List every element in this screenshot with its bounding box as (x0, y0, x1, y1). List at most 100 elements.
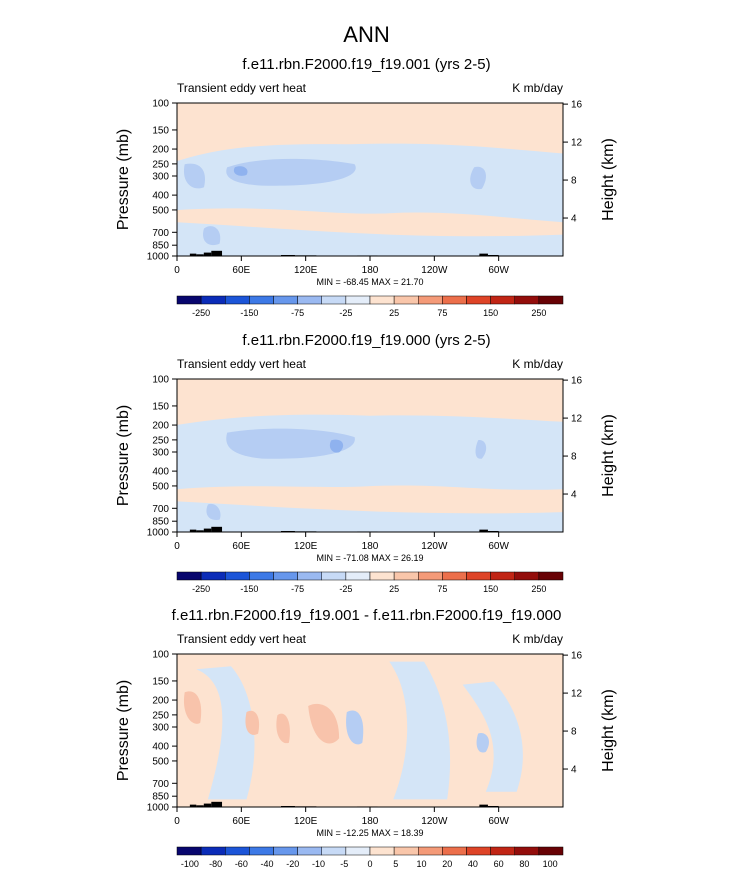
colorbar-swatch (297, 571, 322, 581)
terrain-mask (211, 801, 223, 807)
contour-region (203, 226, 221, 246)
minmax-label: MIN = -12.25 MAX = 18.39 (316, 828, 423, 838)
terrain-mask (281, 805, 295, 807)
colorbar-label: 10 (416, 859, 426, 869)
pressure-tick-label: 100 (152, 99, 169, 110)
colorbar-swatch (200, 571, 226, 581)
pressure-tick-label: 100 (152, 375, 169, 386)
contour-region (177, 414, 563, 490)
colorbar-swatch (297, 295, 322, 305)
colorbar-swatch (490, 295, 515, 305)
colorbar-label: 5 (393, 859, 398, 869)
contour-region (346, 710, 364, 745)
colorbar-swatch (249, 571, 274, 581)
panels: f.e11.rbn.F2000.f19_f19.001 (yrs 2-5) Tra… (115, 56, 617, 869)
colorbar-label: -75 (291, 308, 304, 318)
colorbar-label: -25 (339, 584, 352, 594)
colorbar-swatch (297, 846, 322, 856)
figure-title: ANN (343, 22, 389, 47)
colorbar-swatch (345, 295, 371, 305)
height-tick-label: 16 (571, 651, 583, 662)
colorbar-swatch (442, 846, 467, 856)
pressure-tick-label: 300 (152, 447, 169, 458)
colorbar-swatch (418, 571, 443, 581)
colorbar-swatch (345, 846, 371, 856)
colorbar-swatch (514, 295, 540, 305)
contour-region (226, 428, 355, 459)
contour-region (329, 439, 344, 453)
y-axis-label: Pressure (mb) (115, 680, 132, 781)
colorbar-label: 0 (367, 859, 372, 869)
minmax-label: MIN = -71.08 MAX = 26.19 (316, 553, 423, 563)
y-axis-right-label: Height (km) (600, 414, 617, 497)
height-tick-label: 4 (571, 490, 577, 501)
colorbar-swatch (321, 846, 347, 856)
colorbar-swatch (176, 846, 202, 856)
colorbar-swatch (393, 295, 419, 305)
pressure-tick-label: 1000 (147, 803, 170, 814)
pressure-tick-label: 1000 (147, 528, 170, 539)
colorbar-label: 250 (531, 308, 546, 318)
colorbar-label: -100 (181, 859, 199, 869)
pressure-tick-label: 200 (152, 421, 169, 432)
pressure-tick-label: 250 (152, 710, 169, 721)
colorbar-label: -250 (192, 308, 210, 318)
colorbar-swatch (538, 846, 564, 856)
minmax-label: MIN = -68.45 MAX = 21.70 (316, 277, 423, 287)
colorbar-label: -5 (340, 859, 348, 869)
pressure-tick-label: 200 (152, 696, 169, 707)
contour-region (183, 691, 202, 724)
colorbar-label: -60 (235, 859, 248, 869)
colorbar-swatch (369, 846, 395, 856)
panel-right-label: K mb/day (512, 632, 563, 646)
colorbar-label: -25 (339, 308, 352, 318)
lon-tick-label: 0 (174, 541, 180, 552)
lon-tick-label: 120E (294, 541, 318, 552)
lon-tick-label: 120W (421, 541, 448, 552)
lon-tick-label: 120W (421, 816, 448, 827)
pressure-tick-label: 250 (152, 159, 169, 170)
terrain-mask (189, 529, 197, 532)
terrain-mask (203, 803, 212, 807)
terrain-mask (479, 253, 488, 256)
y-axis-label: Pressure (mb) (115, 405, 132, 506)
panel-title: f.e11.rbn.F2000.f19_f19.001 (yrs 2-5) (242, 56, 490, 73)
terrain-mask (196, 254, 204, 256)
colorbar-label: -10 (312, 859, 325, 869)
colorbar-label: 40 (468, 859, 478, 869)
colorbar-swatch (321, 295, 347, 305)
height-tick-label: 4 (571, 214, 577, 225)
panel-1: f.e11.rbn.F2000.f19_f19.001 (yrs 2-5) Tra… (115, 56, 617, 318)
terrain-mask (211, 526, 223, 532)
terrain-mask (189, 804, 197, 807)
pressure-tick-label: 400 (152, 742, 169, 753)
height-tick-label: 4 (571, 765, 577, 776)
pressure-tick-label: 500 (152, 481, 169, 492)
pressure-tick-label: 500 (152, 205, 169, 216)
panel-title: f.e11.rbn.F2000.f19_f19.001 - f.e11.rbn.… (172, 607, 562, 624)
pressure-tick-label: 150 (152, 125, 169, 136)
contour-region (470, 166, 486, 190)
contour-region (389, 661, 451, 800)
colorbar-swatch (369, 571, 395, 581)
colorbar-label: 25 (389, 584, 399, 594)
colorbar-label: 150 (483, 308, 498, 318)
panel-2: f.e11.rbn.F2000.f19_f19.000 (yrs 2-5) Tra… (115, 332, 617, 594)
colorbar-swatch (249, 846, 274, 856)
contour-region (476, 732, 489, 753)
height-tick-label: 12 (571, 138, 583, 149)
colorbar-swatch (393, 571, 419, 581)
height-tick-label: 8 (571, 452, 577, 463)
lon-tick-label: 60E (232, 265, 250, 276)
pressure-tick-label: 300 (152, 171, 169, 182)
colorbar-swatch (200, 846, 226, 856)
lon-tick-label: 60W (488, 816, 509, 827)
lon-tick-label: 180 (362, 265, 379, 276)
colorbar-label: -40 (261, 859, 274, 869)
colorbar-swatch (176, 571, 202, 581)
terrain-mask (281, 530, 295, 532)
pressure-tick-label: 400 (152, 467, 169, 478)
terrain-mask (487, 805, 499, 807)
lon-tick-label: 0 (174, 816, 180, 827)
colorbar-label: 75 (437, 308, 447, 318)
